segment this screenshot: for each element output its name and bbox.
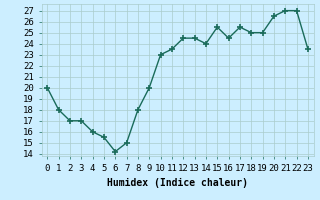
X-axis label: Humidex (Indice chaleur): Humidex (Indice chaleur) xyxy=(107,178,248,188)
